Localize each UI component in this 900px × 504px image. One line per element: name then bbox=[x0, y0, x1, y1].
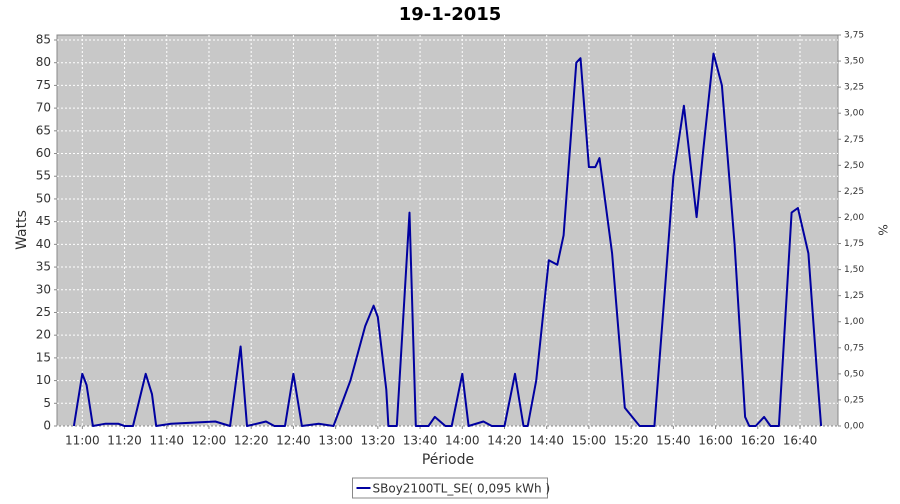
x-tick-label: 16:00 bbox=[698, 434, 733, 448]
y-tick-label: 5 bbox=[43, 396, 51, 410]
y2-tick-label: 0,25 bbox=[844, 395, 864, 405]
y-tick-label: 15 bbox=[36, 350, 51, 364]
y-tick-label: 75 bbox=[36, 78, 51, 92]
x-tick-label: 14:00 bbox=[445, 434, 480, 448]
y-tick-label: 20 bbox=[36, 328, 51, 342]
y2-tick-label: 2,00 bbox=[844, 213, 864, 223]
x-tick-label: 14:40 bbox=[529, 434, 564, 448]
x-axis-label: Période bbox=[422, 452, 474, 468]
x-tick-label: 12:40 bbox=[276, 434, 311, 448]
y2-tick-label: 1,50 bbox=[844, 265, 864, 275]
y-tick-label: 70 bbox=[36, 101, 51, 115]
y-tick-label: 35 bbox=[36, 260, 51, 274]
y-tick-label: 25 bbox=[36, 305, 51, 319]
y2-tick-label: 3,00 bbox=[844, 109, 864, 119]
x-tick-label: 11:20 bbox=[107, 434, 142, 448]
y2-tick-label: 2,75 bbox=[844, 135, 864, 145]
x-tick-label: 15:20 bbox=[614, 434, 649, 448]
x-tick-label: 13:20 bbox=[361, 434, 396, 448]
legend-label: SBoy2100TL_SE( 0,095 kWh ) bbox=[373, 482, 551, 496]
y2-tick-label: 1,00 bbox=[844, 317, 864, 327]
y-tick-label: 40 bbox=[36, 237, 51, 251]
y2-tick-label: 3,75 bbox=[844, 31, 864, 41]
y-tick-label: 45 bbox=[36, 214, 51, 228]
y-tick-label: 80 bbox=[36, 55, 51, 69]
x-tick-label: 14:20 bbox=[487, 434, 522, 448]
y-tick-label: 60 bbox=[36, 146, 51, 160]
y2-tick-label: 0,00 bbox=[844, 422, 864, 432]
chart-title: 19-1-2015 bbox=[399, 4, 502, 25]
x-tick-label: 11:40 bbox=[149, 434, 184, 448]
x-tick-label: 16:40 bbox=[783, 434, 818, 448]
x-tick-label: 12:00 bbox=[192, 434, 227, 448]
y2-tick-label: 2,25 bbox=[844, 187, 864, 197]
y-tick-label: 50 bbox=[36, 191, 51, 205]
y-tick-label: 65 bbox=[36, 123, 51, 137]
y2-tick-label: 1,75 bbox=[844, 239, 864, 249]
x-tick-label: 13:40 bbox=[403, 434, 438, 448]
x-tick-label: 12:20 bbox=[234, 434, 269, 448]
x-tick-label: 15:00 bbox=[572, 434, 607, 448]
y2-tick-label: 3,25 bbox=[844, 83, 864, 93]
y-tick-label: 0 bbox=[43, 419, 51, 433]
series-line bbox=[72, 52, 823, 427]
y2-tick-label: 3,50 bbox=[844, 57, 864, 67]
x-tick-label: 11:00 bbox=[65, 434, 100, 448]
y-tick-label: 10 bbox=[36, 373, 51, 387]
y-tick-label: 85 bbox=[36, 32, 51, 46]
legend-box bbox=[352, 477, 548, 499]
y2-tick-label: 0,75 bbox=[844, 343, 864, 353]
y2-tick-label: 0,50 bbox=[844, 369, 864, 379]
plot-area bbox=[56, 34, 839, 427]
x-tick-label: 13:00 bbox=[318, 434, 353, 448]
y2-tick-label: 1,25 bbox=[844, 291, 864, 301]
x-tick-label: 15:40 bbox=[656, 434, 691, 448]
y-tick-label: 30 bbox=[36, 282, 51, 296]
y2-tick-label: 2,50 bbox=[844, 161, 864, 171]
y-axis-label: Watts bbox=[14, 210, 30, 250]
x-tick-label: 16:20 bbox=[740, 434, 775, 448]
y2-axis-label: % bbox=[876, 224, 890, 235]
y-tick-label: 55 bbox=[36, 169, 51, 183]
